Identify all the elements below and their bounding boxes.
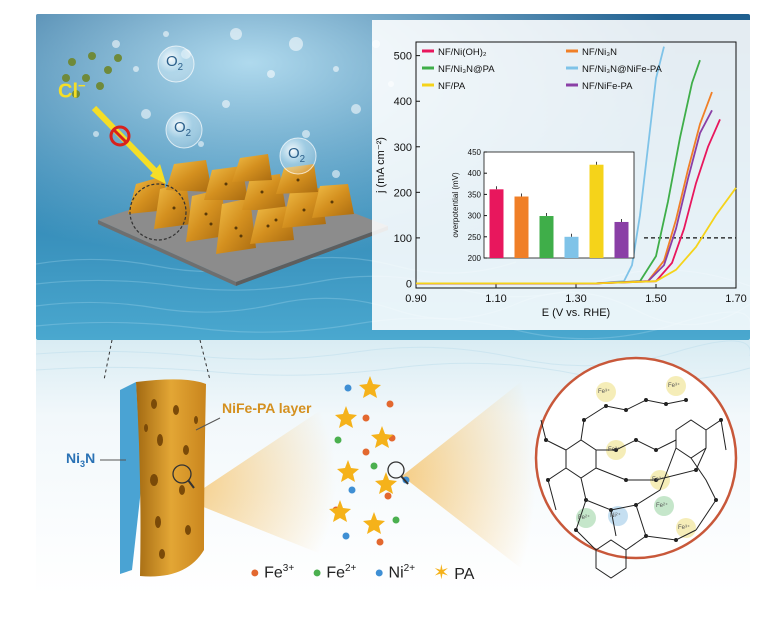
blocked-icon (109, 125, 131, 147)
x-tick-label: 1.70 (725, 293, 746, 305)
inset-bar (564, 236, 579, 258)
pa-stars (329, 376, 397, 534)
zoom-line (103, 340, 113, 381)
inset-bar (539, 216, 554, 258)
molecular-label: Fe³⁺ (668, 383, 681, 389)
o2-label: O2 (166, 53, 184, 73)
chloride-label: Cl− (58, 78, 86, 103)
inset-y-tick-label: 200 (468, 254, 482, 263)
x-axis-label: E (V vs. RHE) (542, 307, 610, 319)
series-line (416, 187, 737, 285)
ion-legend: ● Fe3+ ● Fe2+ ● Ni2+ ✶ PA (250, 560, 474, 585)
label-leader (195, 417, 221, 431)
molecular-label: Fe³⁺ (678, 525, 691, 531)
molecular-label: Fe³⁺ (598, 389, 611, 395)
molecular-label: Fe²⁺ (656, 503, 669, 509)
inset-bar (614, 221, 629, 258)
legend-label: NF/Ni₃N@NiFe-PA (582, 64, 662, 75)
top-illustration-panel: Cl− O2 O2 O2 0.90 1.10 1.30 1.50 1.70 0 100 200… (36, 14, 750, 340)
legend-label: NF/PA (438, 81, 466, 92)
legend-label: NF/Ni₃N@PA (438, 64, 495, 75)
nife-pa-layer-label: NiFe-PA layer (222, 400, 312, 416)
molecular-label: Fe³⁺ (652, 477, 665, 483)
legend-label: NF/NiFe-PA (582, 81, 633, 92)
legend-fe2: ● Fe2+ (312, 562, 357, 582)
molecular-scene (36, 340, 750, 596)
y-tick-label: 100 (394, 233, 412, 245)
y-tick-label: 0 (406, 278, 412, 290)
inset-y-tick-label: 350 (468, 190, 482, 199)
inset-y-tick-label: 450 (468, 148, 482, 157)
y-axis-label: j (mA cm⁻²) (375, 137, 387, 194)
inset-y-axis-label: overpotential (mV) (451, 172, 460, 238)
x-tick-label: 0.90 (405, 293, 426, 305)
zoom-circle (129, 183, 187, 241)
o2-label: O2 (288, 145, 306, 165)
legend-label: NF/Ni₃N (582, 47, 617, 58)
y-tick-label: 500 (394, 51, 412, 63)
o2-bubble (279, 137, 317, 175)
inset-frame (483, 151, 635, 259)
molecular-structure-circle (534, 356, 738, 579)
o2-bubble (157, 45, 195, 83)
chloride-particles (62, 52, 122, 98)
x-tick-label: 1.10 (485, 293, 506, 305)
zoom-beam (402, 370, 536, 580)
legend-label: NF/Ni(OH)₂ (438, 47, 487, 58)
inset-bar (489, 189, 504, 258)
legend-pa: ✶ PA (433, 562, 475, 584)
nanosheet-closeup (120, 379, 206, 577)
zoom-line (199, 340, 211, 381)
inset-y-tick-label: 250 (468, 233, 482, 242)
x-tick-label: 1.50 (645, 293, 666, 305)
lsv-chart: 0.90 1.10 1.30 1.50 1.70 0 100 200 300 400 500 E (V… (372, 20, 750, 330)
inset-bar (514, 196, 529, 258)
x-tick-label: 1.30 (565, 293, 586, 305)
molecular-label: Ni²⁺ (610, 513, 621, 519)
ni3n-label: Ni3N (66, 450, 96, 469)
molecular-label: Fe³⁺ (608, 447, 621, 453)
legend-ni2: ● Ni2+ (374, 562, 416, 582)
y-tick-label: 300 (394, 142, 412, 154)
zoom-beam (186, 400, 336, 560)
o2-bubble (165, 111, 203, 149)
nanosheet-array (128, 154, 354, 254)
legend-fe3: ● Fe3+ (250, 562, 295, 582)
molecular-label: Fe²⁺ (578, 515, 591, 521)
inset-y-tick-label: 300 (468, 212, 482, 221)
bottom-illustration-panel: NiFe-PA layer Ni3N Fe³⁺ Fe³⁺ Fe³⁺ Fe³⁺ F… (36, 340, 750, 596)
inset-bar (589, 164, 604, 258)
inset-y-tick-label: 400 (468, 169, 482, 178)
y-tick-label: 200 (394, 187, 412, 199)
y-tick-label: 400 (394, 96, 412, 108)
o2-label: O2 (174, 119, 192, 139)
